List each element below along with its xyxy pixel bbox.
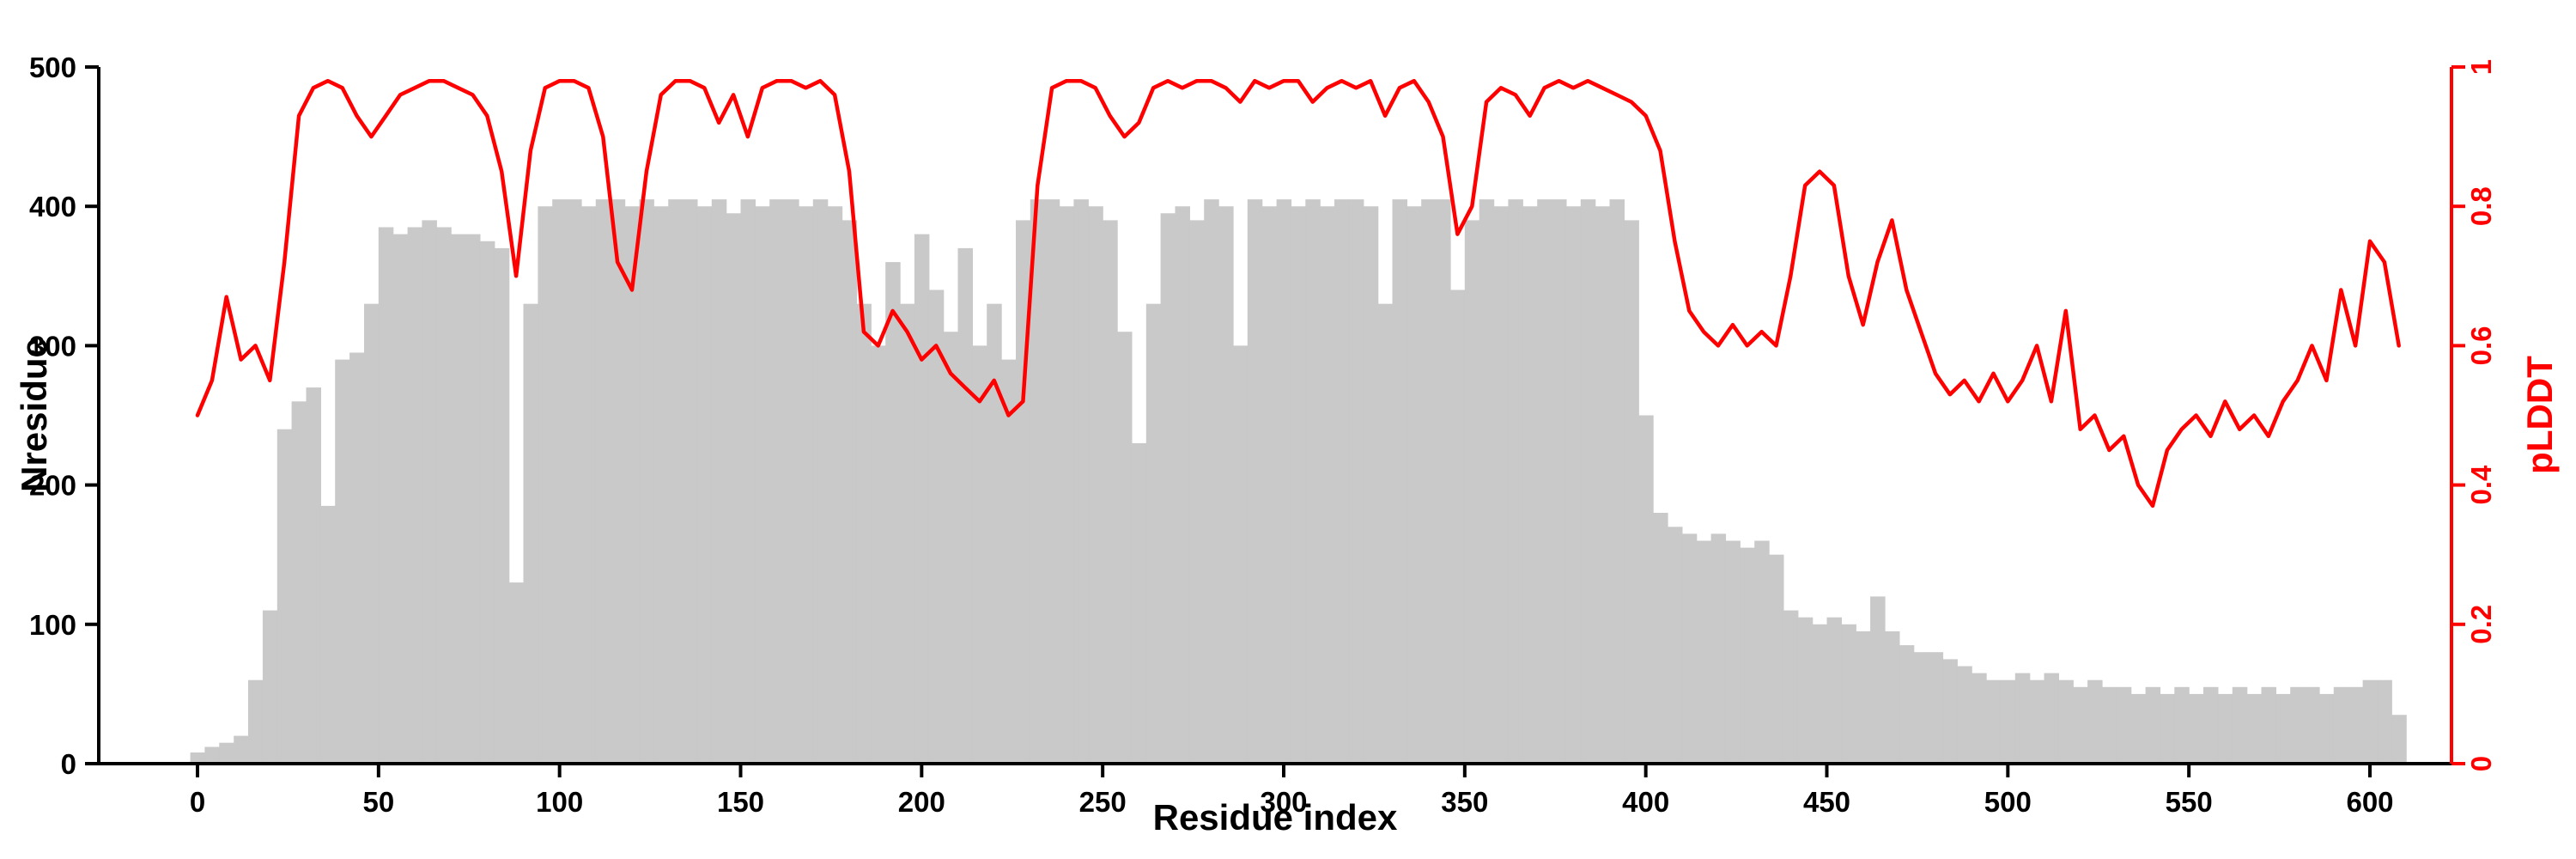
right-tick-label: 0.8 <box>2465 186 2497 226</box>
x-tick-label: 100 <box>536 786 583 818</box>
x-tick-label: 450 <box>1803 786 1850 818</box>
left-tick-label: 300 <box>29 330 76 362</box>
right-tick-label: 1 <box>2465 59 2497 75</box>
x-tick-label: 0 <box>190 786 205 818</box>
x-tick-label: 300 <box>1260 786 1307 818</box>
x-tick-label: 50 <box>362 786 394 818</box>
x-tick-label: 250 <box>1079 786 1127 818</box>
plddt-line <box>195 78 2401 509</box>
x-tick-label: 600 <box>2346 786 2393 818</box>
x-tick-label: 550 <box>2166 786 2213 818</box>
left-y-axis: 0 100 200 300 400 500 <box>29 52 100 780</box>
right-tick-label: 0.6 <box>2465 326 2497 365</box>
left-tick-label: 100 <box>29 609 76 641</box>
right-axis-title: pLDDT <box>2519 356 2560 474</box>
x-axis: 0 50 100 150 200 250 300 350 400 450 500 550 600 <box>99 762 2451 818</box>
right-tick-label: 0 <box>2465 756 2497 771</box>
nresidue-bars <box>190 199 2407 765</box>
x-tick-label: 500 <box>1984 786 2032 818</box>
right-y-axis: 0 0.2 0.4 0.6 0.8 1 <box>2450 59 2497 771</box>
left-tick-label: 0 <box>61 748 76 780</box>
right-tick-label: 0.2 <box>2465 605 2497 644</box>
left-tick-label: 400 <box>29 191 76 222</box>
right-tick-label: 0.4 <box>2465 465 2497 505</box>
x-axis-title: Residue index <box>1152 797 1398 838</box>
x-tick-label: 150 <box>717 786 764 818</box>
left-axis-title: Nresidue <box>14 338 54 492</box>
x-tick-label: 400 <box>1622 786 1669 818</box>
x-tick-label: 200 <box>898 786 945 818</box>
left-tick-label: 500 <box>29 52 76 83</box>
left-tick-label: 200 <box>29 470 76 502</box>
x-tick-label: 350 <box>1441 786 1488 818</box>
